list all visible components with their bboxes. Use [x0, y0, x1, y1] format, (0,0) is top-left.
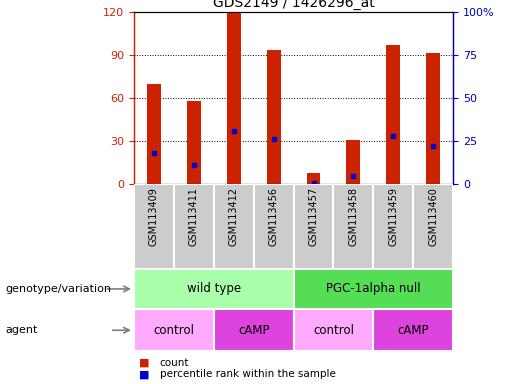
Bar — [294, 309, 373, 351]
Bar — [147, 84, 161, 184]
Bar — [267, 50, 281, 184]
Bar — [413, 184, 453, 269]
Bar — [334, 184, 373, 269]
Bar — [214, 309, 294, 351]
Bar — [426, 53, 440, 184]
Text: ■: ■ — [139, 358, 149, 368]
Text: GSM113460: GSM113460 — [428, 187, 438, 246]
Bar — [174, 184, 214, 269]
Text: percentile rank within the sample: percentile rank within the sample — [160, 369, 336, 379]
Bar — [227, 13, 241, 184]
Text: control: control — [153, 324, 194, 337]
Text: GSM113412: GSM113412 — [229, 187, 238, 246]
Bar — [134, 269, 294, 309]
Text: GSM113458: GSM113458 — [349, 187, 358, 246]
Bar — [134, 184, 174, 269]
Bar — [253, 184, 294, 269]
Text: cAMP: cAMP — [238, 324, 269, 337]
Text: GSM113459: GSM113459 — [388, 187, 398, 246]
Text: PGC-1alpha null: PGC-1alpha null — [326, 283, 421, 295]
Title: GDS2149 / 1426296_at: GDS2149 / 1426296_at — [213, 0, 374, 10]
Text: control: control — [313, 324, 354, 337]
Bar — [294, 269, 453, 309]
Text: GSM113456: GSM113456 — [269, 187, 279, 246]
Bar — [347, 140, 360, 184]
Bar — [187, 101, 201, 184]
Bar — [386, 45, 400, 184]
Text: count: count — [160, 358, 189, 368]
Bar — [294, 184, 334, 269]
Text: genotype/variation: genotype/variation — [5, 284, 111, 294]
Bar — [214, 184, 253, 269]
Bar — [306, 173, 320, 184]
Text: wild type: wild type — [186, 283, 241, 295]
Text: GSM113409: GSM113409 — [149, 187, 159, 246]
Text: ■: ■ — [139, 369, 149, 379]
Text: cAMP: cAMP — [398, 324, 429, 337]
Bar — [373, 184, 413, 269]
Bar — [373, 309, 453, 351]
Text: agent: agent — [5, 325, 38, 335]
Bar — [134, 309, 214, 351]
Text: GSM113411: GSM113411 — [189, 187, 199, 246]
Text: GSM113457: GSM113457 — [308, 187, 318, 246]
